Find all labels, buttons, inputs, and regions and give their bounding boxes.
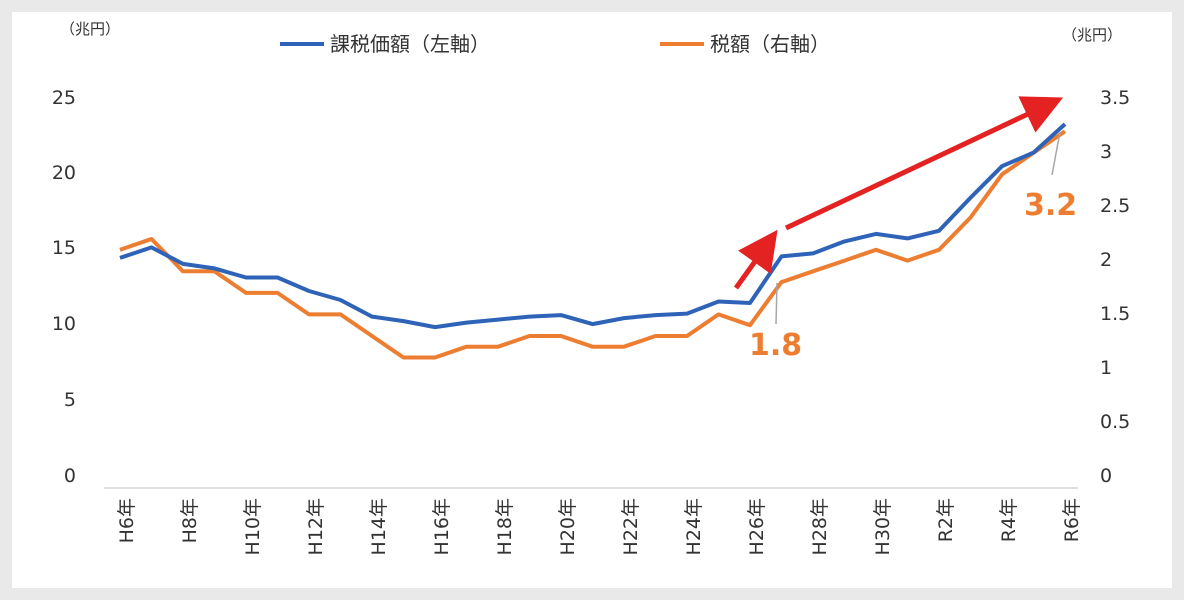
right-tick: 1: [1100, 357, 1112, 379]
left-axis: 0 5 10 15 20 25: [52, 87, 76, 487]
x-tick: H6年: [116, 498, 138, 543]
right-tick: 3.5: [1100, 87, 1130, 109]
legend-label-tax-base: 課税価額（左軸）: [330, 32, 490, 56]
x-tick: R6年: [1061, 498, 1083, 542]
x-tick: H20年: [557, 498, 579, 555]
x-axis: H6年 H8年 H10年 H12年 H14年 H16年 H18年 H20年 H2…: [116, 498, 1083, 555]
legend: 課税価額（左軸） 税額（右軸）: [280, 32, 830, 56]
x-tick: H30年: [872, 498, 894, 555]
left-axis-unit: （兆円）: [60, 20, 120, 38]
line-chart: （兆円） （兆円） 課税価額（左軸） 税額（右軸） 0 5 10 15 20 2…: [52, 20, 1130, 555]
right-axis-unit: （兆円）: [1062, 26, 1122, 44]
x-tick: R2年: [935, 498, 957, 542]
trend-arrow-short: [733, 229, 778, 290]
left-tick: 15: [52, 237, 76, 259]
x-tick: H18年: [494, 498, 516, 555]
right-tick: 1.5: [1100, 303, 1130, 325]
right-tick: 2.5: [1100, 195, 1130, 217]
right-tick: 2: [1100, 249, 1112, 271]
x-tick: H12年: [305, 498, 327, 555]
left-tick: 5: [64, 389, 76, 411]
right-tick: 3: [1100, 141, 1112, 163]
x-tick: H26年: [746, 498, 768, 555]
annotation-leader-3-2: [1051, 131, 1061, 176]
right-axis: 0 0.5 1 1.5 2 2.5 3 3.5: [1100, 87, 1130, 487]
annotation-leader-1-8: [775, 282, 778, 325]
trend-arrow-long: [784, 96, 1064, 231]
right-tick: 0.5: [1100, 411, 1130, 433]
x-tick: H28年: [809, 498, 831, 555]
left-tick: 10: [52, 313, 76, 335]
x-tick: H14年: [368, 498, 390, 555]
x-tick: H10年: [242, 498, 264, 555]
right-tick: 0: [1100, 465, 1112, 487]
series-line-tax-base: [119, 122, 1067, 330]
x-tick: H8年: [179, 498, 201, 543]
x-tick: H16年: [431, 498, 453, 555]
left-tick: 0: [64, 465, 76, 487]
x-tick: R4年: [998, 498, 1020, 542]
x-tick: H22年: [620, 498, 642, 555]
x-tick: H24年: [683, 498, 705, 555]
annotation-value-3-2: 3.2: [1024, 188, 1077, 223]
legend-label-tax-amount: 税額（右軸）: [710, 32, 830, 56]
series-line-tax-amount: [119, 129, 1067, 360]
left-tick: 20: [52, 162, 76, 184]
annotation-value-1-8: 1.8: [749, 328, 802, 363]
left-tick: 25: [52, 87, 76, 109]
chart-frame: （兆円） （兆円） 課税価額（左軸） 税額（右軸） 0 5 10 15 20 2…: [12, 12, 1172, 588]
